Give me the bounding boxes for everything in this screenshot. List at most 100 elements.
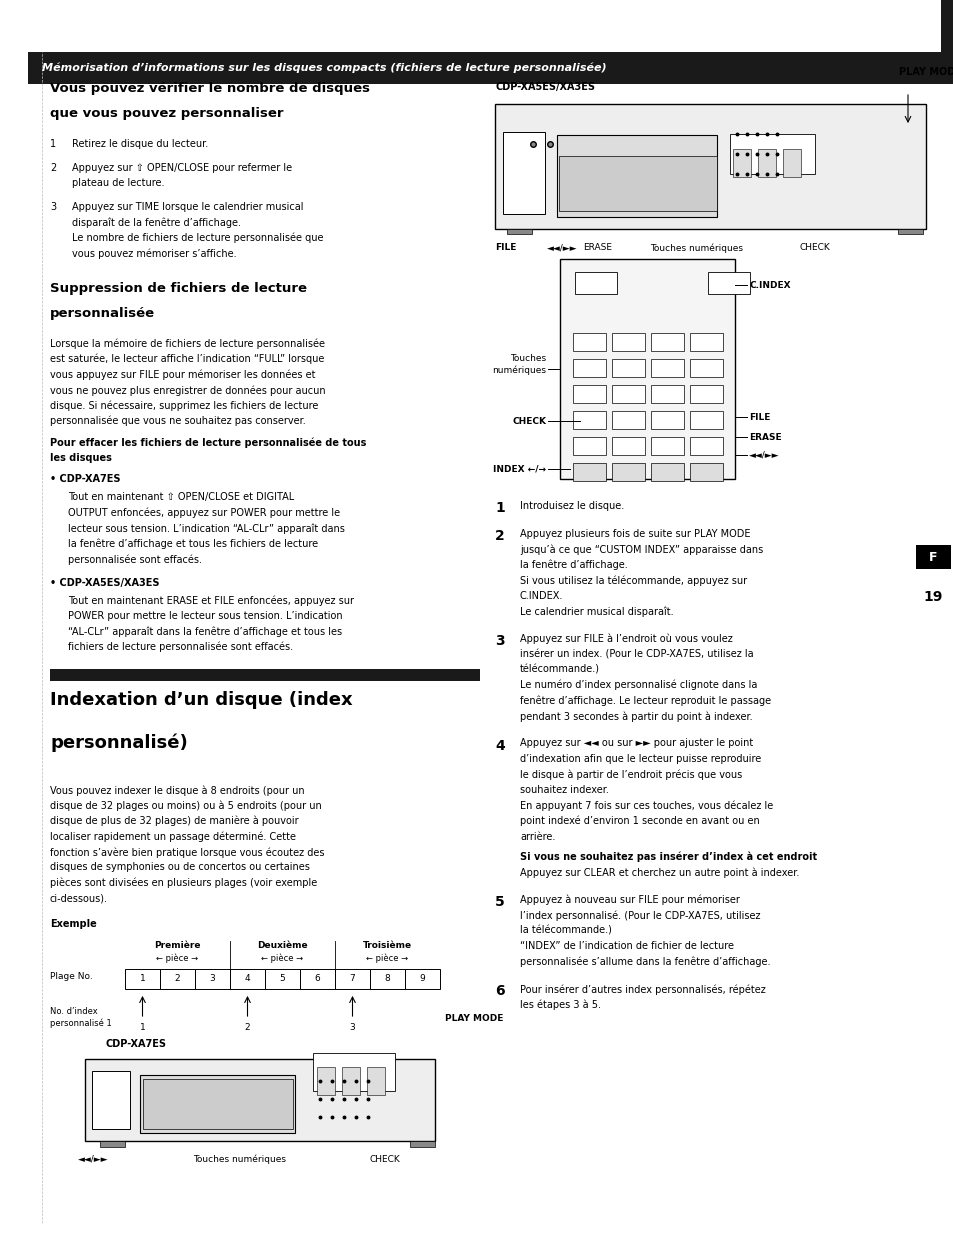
Bar xyxy=(782,149,801,178)
Text: fichiers de lecture personnalisée sont effacés.: fichiers de lecture personnalisée sont e… xyxy=(68,641,293,652)
Text: personnalisée: personnalisée xyxy=(50,307,155,319)
Text: CDP-XA5ES/XA3ES: CDP-XA5ES/XA3ES xyxy=(495,83,595,92)
Text: insérer un index. (Pour le CDP-XA7ES, utilisez la: insérer un index. (Pour le CDP-XA7ES, ut… xyxy=(519,649,753,658)
Text: En appuyant 7 fois sur ces touches, vous décalez le: En appuyant 7 fois sur ces touches, vous… xyxy=(519,800,773,811)
Text: 19: 19 xyxy=(923,591,943,604)
Text: Introduisez le disque.: Introduisez le disque. xyxy=(519,501,623,510)
Text: PLAY MODE: PLAY MODE xyxy=(444,1015,503,1023)
Bar xyxy=(689,333,721,351)
Text: personnalisée que vous ne souhaitez pas conserver.: personnalisée que vous ne souhaitez pas … xyxy=(50,416,305,427)
Bar xyxy=(729,134,814,174)
Text: 3: 3 xyxy=(495,634,504,647)
Text: personnalisé): personnalisé) xyxy=(50,732,188,751)
Text: Touches
numériques: Touches numériques xyxy=(492,354,545,375)
Bar xyxy=(707,272,749,293)
Text: les étapes 3 à 5.: les étapes 3 à 5. xyxy=(519,1000,600,1011)
Text: FILE: FILE xyxy=(748,413,770,422)
Text: PLAY MODE: PLAY MODE xyxy=(898,67,953,76)
Bar xyxy=(650,436,682,455)
Bar xyxy=(689,436,721,455)
Bar xyxy=(689,411,721,429)
Text: fonction s’avère bien pratique lorsque vous écoutez des: fonction s’avère bien pratique lorsque v… xyxy=(50,847,324,857)
Text: 7: 7 xyxy=(349,974,355,984)
Bar xyxy=(572,411,605,429)
Bar xyxy=(160,969,194,989)
Bar xyxy=(572,436,605,455)
Text: 2: 2 xyxy=(244,1023,250,1032)
Text: ERASE: ERASE xyxy=(748,433,781,441)
Text: Le nombre de fichiers de lecture personnalisée que: Le nombre de fichiers de lecture personn… xyxy=(71,233,323,243)
Text: 5: 5 xyxy=(495,895,504,909)
Text: lecteur sous tension. L’indication “AL-CLr” apparaît dans: lecteur sous tension. L’indication “AL-C… xyxy=(68,523,345,534)
Text: 2: 2 xyxy=(50,163,56,173)
Text: FILE: FILE xyxy=(495,243,516,252)
Text: CDP-XA7ES: CDP-XA7ES xyxy=(105,1039,166,1049)
Text: Appuyez sur ⇧ OPEN/CLOSE pour refermer le: Appuyez sur ⇧ OPEN/CLOSE pour refermer l… xyxy=(71,163,292,173)
Bar xyxy=(265,969,299,989)
Text: ◄◄/►►: ◄◄/►► xyxy=(77,1155,108,1164)
Text: OUTPUT enfoncées, appuyez sur POWER pour mettre le: OUTPUT enfoncées, appuyez sur POWER pour… xyxy=(68,508,340,518)
Text: Première: Première xyxy=(154,941,200,949)
Bar xyxy=(650,385,682,403)
Bar xyxy=(611,436,644,455)
Text: 9: 9 xyxy=(419,974,425,984)
Bar xyxy=(85,1059,435,1141)
Text: Vous pouvez indexer le disque à 8 endroits (pour un: Vous pouvez indexer le disque à 8 endroi… xyxy=(50,785,304,795)
Text: 8: 8 xyxy=(384,974,390,984)
Bar xyxy=(335,969,370,989)
Bar xyxy=(572,359,605,377)
Bar xyxy=(125,969,160,989)
Bar xyxy=(650,359,682,377)
Text: est saturée, le lecteur affiche l’indication “FULL” lorsque: est saturée, le lecteur affiche l’indica… xyxy=(50,354,324,365)
Text: vous ne pouvez plus enregistrer de données pour aucun: vous ne pouvez plus enregistrer de donné… xyxy=(50,385,325,396)
Text: disparaît de la fenêtre d’affichage.: disparaît de la fenêtre d’affichage. xyxy=(71,217,241,228)
Text: ← pièce →: ← pièce → xyxy=(156,954,198,963)
Bar xyxy=(506,229,532,234)
Text: Le numéro d’index personnalisé clignote dans la: Le numéro d’index personnalisé clignote … xyxy=(519,681,757,690)
Text: fenêtre d’affichage. Le lecteur reproduit le passage: fenêtre d’affichage. Le lecteur reprodui… xyxy=(519,695,770,707)
Text: Tout en maintenant ⇧ OPEN/CLOSE et DIGITAL: Tout en maintenant ⇧ OPEN/CLOSE et DIGIT… xyxy=(68,492,294,502)
Text: Deuxième: Deuxième xyxy=(257,941,308,949)
Bar xyxy=(230,969,265,989)
Text: 1: 1 xyxy=(139,974,145,984)
Text: disque de 32 plages ou moins) ou à 5 endroits (pour un: disque de 32 plages ou moins) ou à 5 end… xyxy=(50,800,321,811)
Text: 4: 4 xyxy=(495,739,504,752)
Text: d’indexation afin que le lecteur puisse reproduire: d’indexation afin que le lecteur puisse … xyxy=(519,755,760,764)
Text: Appuyez sur TIME lorsque le calendrier musical: Appuyez sur TIME lorsque le calendrier m… xyxy=(71,201,303,212)
Text: Appuyez sur FILE à l’endroit où vous voulez: Appuyez sur FILE à l’endroit où vous vou… xyxy=(519,634,732,644)
Text: C.INDEX: C.INDEX xyxy=(748,280,790,290)
Text: la fenêtre d’affichage.: la fenêtre d’affichage. xyxy=(519,560,627,570)
Text: 1: 1 xyxy=(50,139,56,149)
Text: 4: 4 xyxy=(244,974,250,984)
Text: télécommande.): télécommande.) xyxy=(519,665,599,674)
Text: Pour effacer les fichiers de lecture personnalisée de tous: Pour effacer les fichiers de lecture per… xyxy=(50,438,366,448)
Bar xyxy=(140,1075,294,1133)
Text: POWER pour mettre le lecteur sous tension. L’indication: POWER pour mettre le lecteur sous tensio… xyxy=(68,610,342,620)
Bar xyxy=(50,670,479,681)
Bar xyxy=(370,969,405,989)
Bar xyxy=(758,149,775,178)
Text: Pour insérer d’autres index personnalisés, répétez: Pour insérer d’autres index personnalisé… xyxy=(519,984,765,995)
Bar xyxy=(91,1071,130,1129)
Bar xyxy=(611,411,644,429)
Bar xyxy=(650,333,682,351)
Text: INDEX ←/→: INDEX ←/→ xyxy=(493,465,545,473)
Bar xyxy=(689,359,721,377)
Text: • CDP-XA5ES/XA3ES: • CDP-XA5ES/XA3ES xyxy=(50,577,159,587)
Text: No. d’index
personnalisé 1: No. d’index personnalisé 1 xyxy=(50,1007,112,1028)
Text: jusqu’à ce que “CUSTOM INDEX” apparaisse dans: jusqu’à ce que “CUSTOM INDEX” apparaisse… xyxy=(519,544,762,555)
Bar xyxy=(572,464,605,481)
Text: Plage No.: Plage No. xyxy=(50,973,92,981)
Text: Le calendrier musical disparaît.: Le calendrier musical disparaît. xyxy=(519,605,673,616)
Text: 6: 6 xyxy=(314,974,320,984)
Text: que vous pouvez personnaliser: que vous pouvez personnaliser xyxy=(50,107,283,120)
Bar xyxy=(495,104,925,229)
Text: 5: 5 xyxy=(279,974,285,984)
Text: ◄◄/►►: ◄◄/►► xyxy=(546,243,577,252)
Text: Indexation d’un disque (index: Indexation d’un disque (index xyxy=(50,690,353,709)
Text: CHECK: CHECK xyxy=(800,243,830,252)
Text: arrière.: arrière. xyxy=(519,831,555,841)
Text: C.INDEX.: C.INDEX. xyxy=(519,591,563,600)
Text: • CDP-XA7ES: • CDP-XA7ES xyxy=(50,475,120,485)
Text: Touches numériques: Touches numériques xyxy=(193,1155,286,1164)
